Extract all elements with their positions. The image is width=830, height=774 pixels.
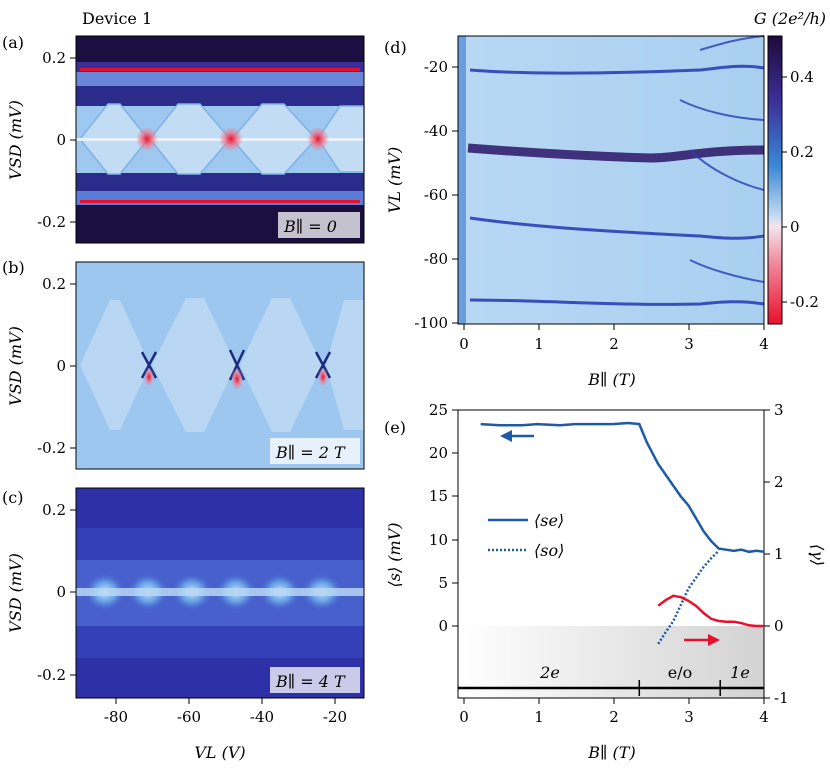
x-tick-label: 3 (684, 335, 694, 353)
panel-e: 2e e/o 1e ⟨se⟩ ⟨so⟩ (e) 25 (384, 401, 827, 762)
x-tick-label: 1 (534, 335, 544, 353)
y-tick-label: 20 (429, 444, 448, 462)
y-tick-label: 0 (56, 357, 66, 375)
y-tick-label: 0.2 (42, 49, 66, 67)
x-tick-label: -80 (104, 708, 128, 726)
y-tick-label: 25 (429, 401, 448, 419)
x-tick-label: 0 (459, 708, 469, 726)
series-se-line (480, 421, 765, 554)
x-tick-label: 0 (459, 335, 469, 353)
y-ticks-c: 0.2 0 -0.2 (37, 501, 76, 684)
x-axis-label-d: B∥ (T) (587, 370, 635, 389)
colorbar-tick-label: 0.2 (790, 143, 814, 161)
panel-a: Device 1 (a) B∥ = 0 0.2 0 -0.2 VSD (mV) (2, 9, 365, 244)
y-axis-label-e: ⟨s⟩ (mV) (385, 523, 404, 588)
y-tick-label: 0 (56, 583, 66, 601)
field-annotation-c: B∥ = 4 T (275, 672, 346, 691)
x-tick-label: 4 (759, 708, 769, 726)
series-gamma-line (657, 594, 764, 628)
y2-tick-label: 0 (774, 617, 784, 635)
y2-tick-label: -1 (774, 689, 789, 707)
series-so-line (657, 549, 720, 645)
y-tick-label: -0.2 (37, 666, 66, 684)
red-lines-a (80, 68, 360, 203)
heatmap-b (76, 262, 364, 469)
x-ticks-e: 0 1 2 3 4 (459, 698, 769, 726)
x-ticks-d: 0 1 2 3 4 (459, 324, 769, 353)
y-tick-label: -20 (424, 58, 448, 76)
legend-so: ⟨so⟩ (534, 541, 564, 560)
heatmap-d (458, 35, 765, 324)
y-tick-label: -100 (414, 314, 448, 332)
heatmap-a (76, 36, 365, 243)
region-label-1e: 1e (730, 663, 750, 682)
legend-se: ⟨se⟩ (534, 511, 564, 530)
x-tick-label: -20 (323, 708, 347, 726)
x-tick-label: -60 (177, 708, 201, 726)
colorbar-label: G (2e²/h) (754, 9, 826, 28)
panel-c: (c) B∥ = 4 T 0.2 0 -0.2 VSD (mV) -80 -60… (2, 487, 365, 762)
colorbar-tick-label: 0.4 (790, 68, 814, 86)
x-tick-label: 2 (609, 335, 619, 353)
x-axis-label-e: B∥ (T) (587, 743, 635, 762)
y-ticks-b: 0.2 0 -0.2 (37, 275, 76, 457)
y-tick-label: 0.2 (42, 501, 66, 519)
region-label-2e: 2e (539, 663, 560, 682)
hotspots-a (136, 127, 329, 151)
y-axis-label-a: VSD (mV) (6, 100, 25, 180)
panel-letter-e: (e) (384, 418, 406, 437)
panel-letter-d: (d) (384, 38, 407, 57)
y-axis-label-c: VSD (mV) (6, 553, 25, 633)
x-tick-label: -40 (250, 708, 274, 726)
y2-axis-label-e: ⟨γ⟩ (808, 544, 827, 566)
axis-arrow-right (684, 634, 720, 646)
heatmap-c (76, 488, 364, 698)
panel-b: (b) B∥ = 2 T 0.2 0 -0.2 VSD (mV) (2, 258, 365, 470)
y-ticks-a: 0.2 0 -0.2 (37, 49, 76, 231)
x-tick-label: 4 (759, 335, 769, 353)
y-ticks-e: 25 20 15 10 5 0 (429, 401, 458, 635)
y-ticks-d: -20 -40 -60 -80 -100 (414, 58, 458, 332)
x-axis-label-c: VL (V) (194, 743, 245, 762)
y-tick-label: 10 (429, 531, 448, 549)
legend-e: ⟨se⟩ ⟨so⟩ (488, 511, 564, 560)
y2-ticks-e: 3 2 1 0 -1 (764, 401, 789, 707)
y2-tick-label: 2 (774, 473, 784, 491)
y-tick-label: 0 (438, 617, 448, 635)
y-tick-label: 5 (438, 574, 448, 592)
panel-letter-a: (a) (2, 33, 24, 52)
y-axis-label-d: VL (mV) (385, 147, 404, 213)
x-tick-label: 1 (534, 708, 544, 726)
region-label-eo: e/o (668, 663, 693, 682)
y-tick-label: 0.2 (42, 275, 66, 293)
y-tick-label: -60 (424, 186, 448, 204)
panel-letter-b: (b) (2, 258, 25, 277)
y2-tick-label: 3 (774, 401, 784, 419)
device-label: Device 1 (82, 9, 152, 28)
y-tick-label: -40 (424, 122, 448, 140)
y-axis-label-b: VSD (mV) (6, 326, 25, 406)
x-tick-label: 2 (609, 708, 619, 726)
colorbar-tick-label: -0.2 (790, 293, 819, 311)
y-tick-label: 0 (56, 131, 66, 149)
y-tick-label: -0.2 (37, 439, 66, 457)
x-tick-label: 3 (684, 708, 694, 726)
y2-tick-label: 1 (774, 545, 784, 563)
colorbar: 0.4 0.2 0 -0.2 G (2e²/h) (754, 9, 826, 325)
field-annotation-b: B∥ = 2 T (275, 443, 346, 462)
y-tick-label: -80 (424, 250, 448, 268)
y-tick-label: 15 (429, 487, 448, 505)
x-ticks-c: -80 -60 -40 -20 (104, 698, 347, 726)
panel-d: (d) -20 -40 -60 -80 -100 VL (mV) 0 1 2 3… (384, 9, 826, 389)
panel-letter-c: (c) (2, 488, 23, 507)
field-annotation-a: B∥ = 0 (283, 217, 337, 236)
colorbar-tick-label: 0 (790, 218, 800, 236)
y-tick-label: -0.2 (37, 213, 66, 231)
axis-arrow-left (500, 430, 534, 442)
